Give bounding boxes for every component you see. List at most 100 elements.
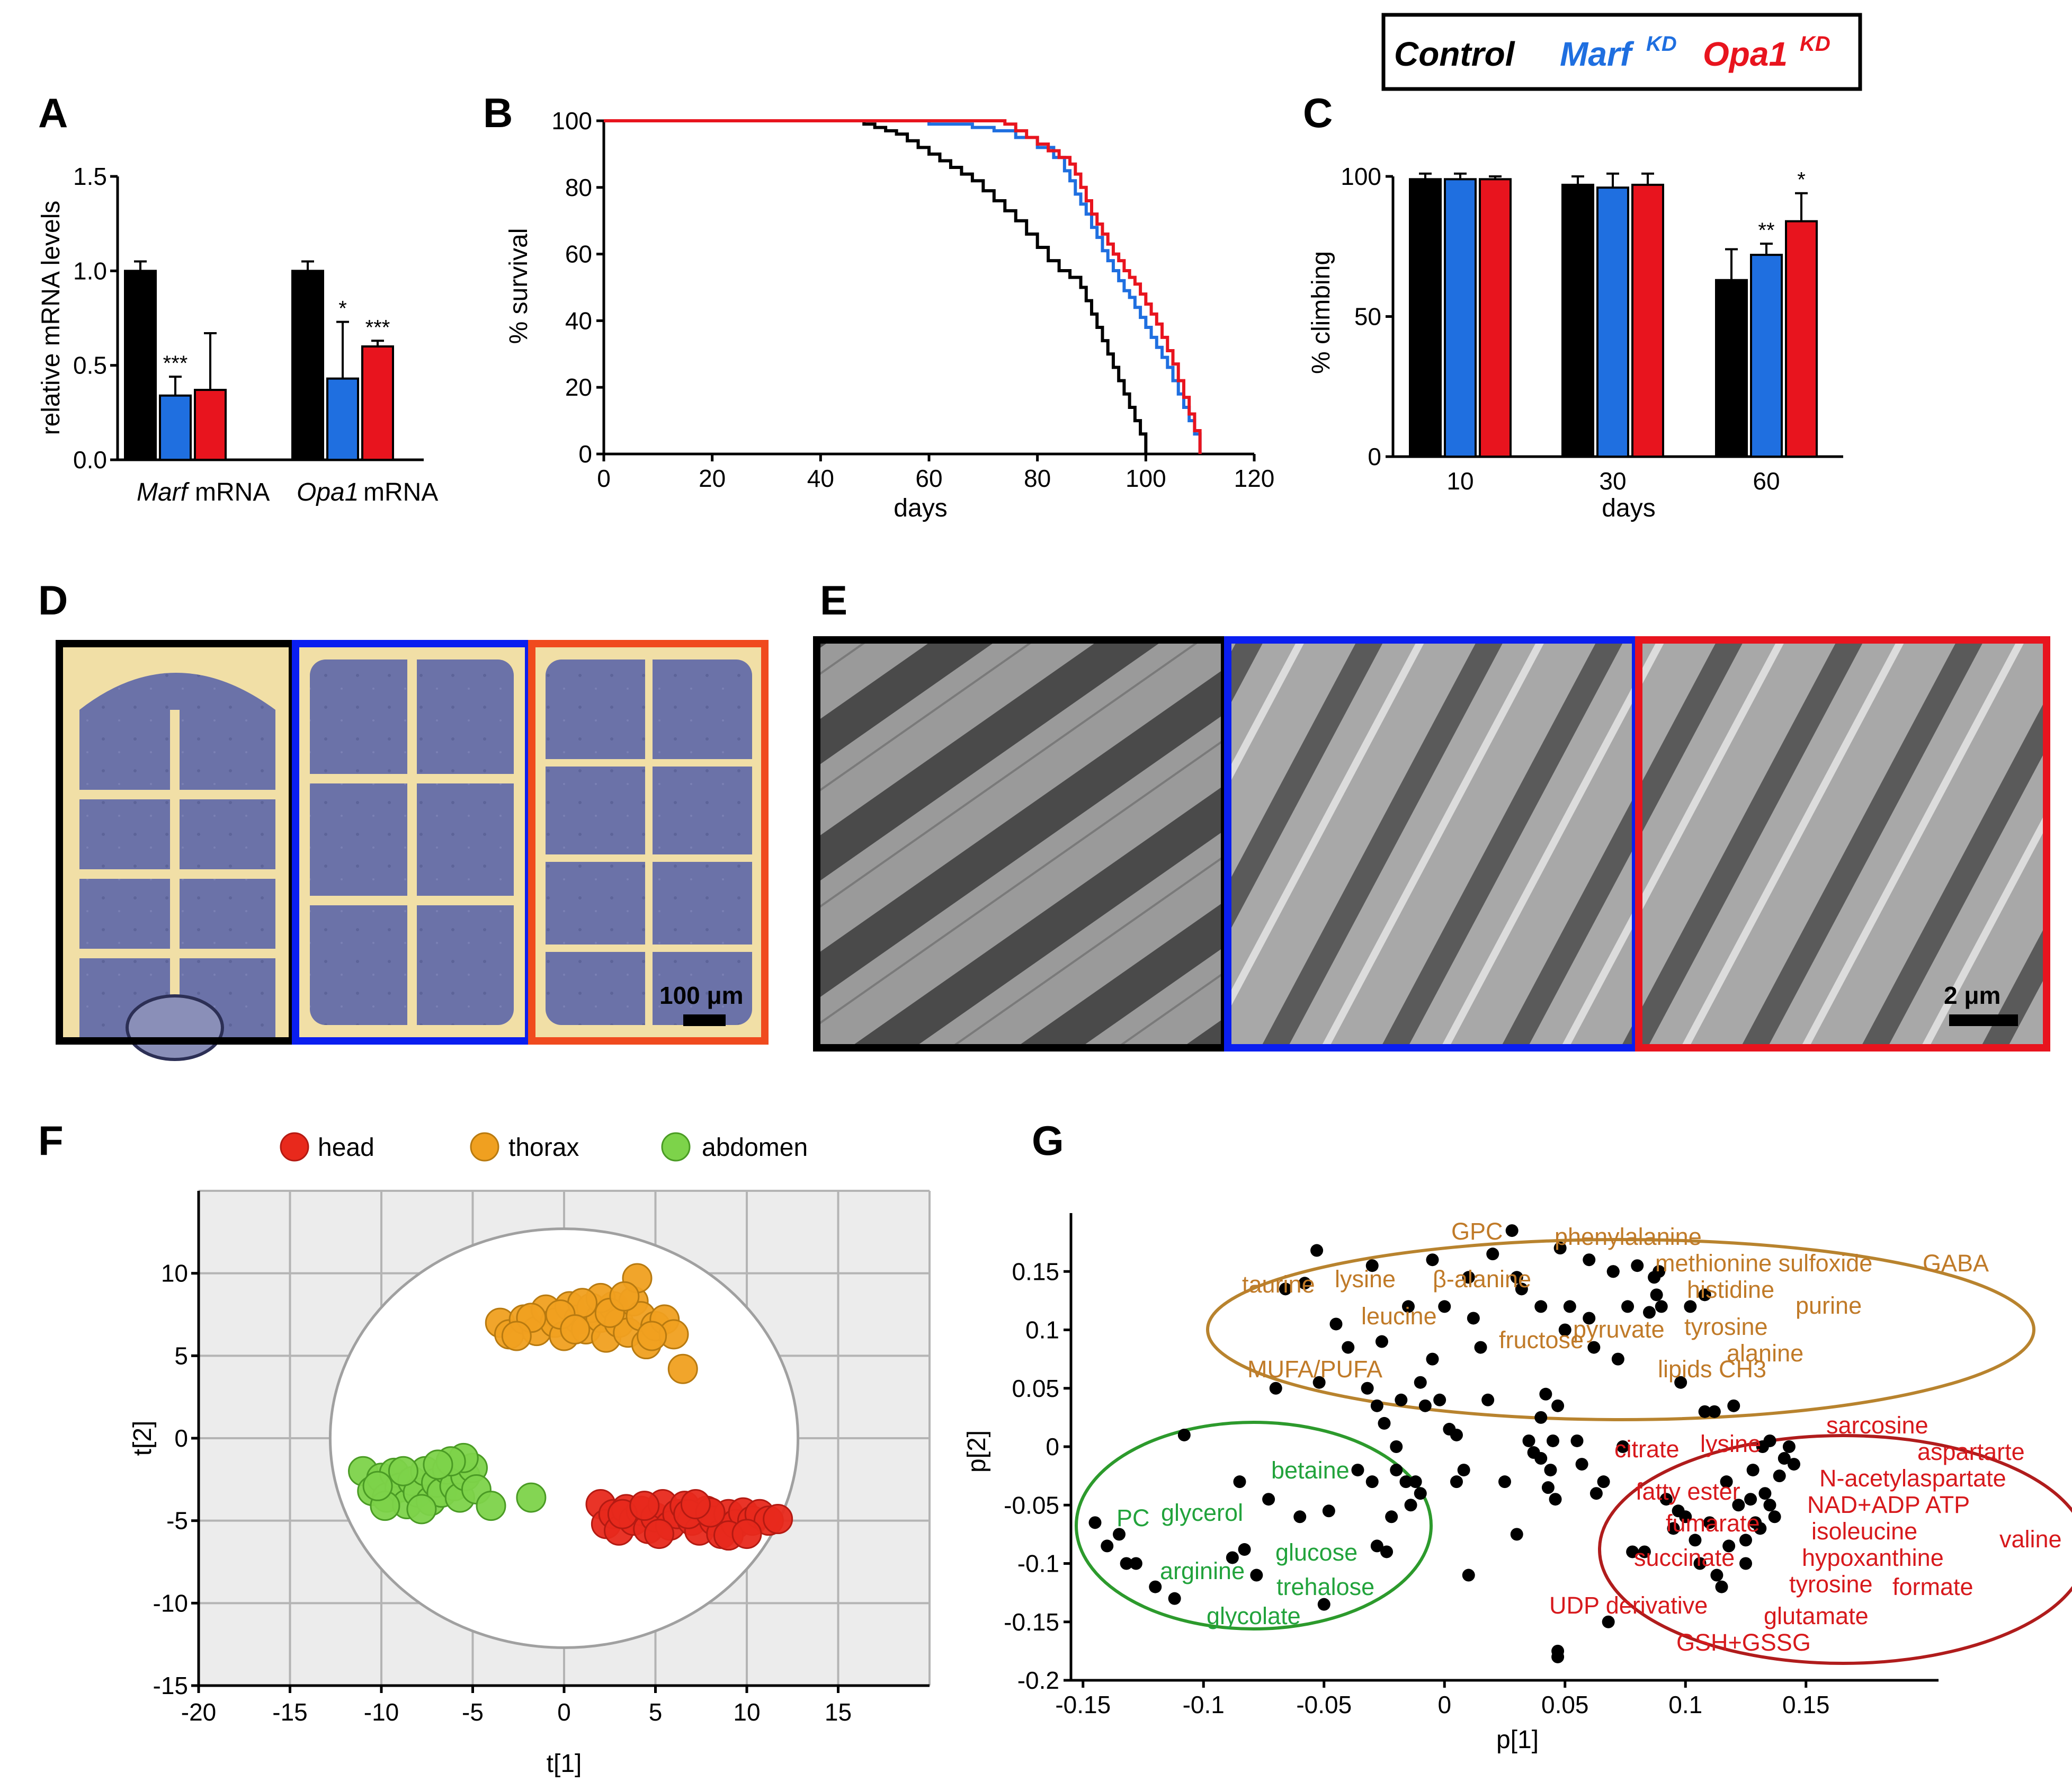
- panel-g-point: [1720, 1475, 1733, 1489]
- panel-g-point: [1262, 1493, 1275, 1506]
- panel-g-label-thorax: purine: [1796, 1292, 1862, 1319]
- panel-g-label-thorax: alanine: [1727, 1340, 1803, 1367]
- panel-g-label-head: aspartarte: [1917, 1438, 2025, 1465]
- panel-label-a: A: [38, 90, 68, 136]
- legend-thorax-marker: [470, 1132, 499, 1162]
- panel-a-ytick-label: 0.0: [73, 446, 107, 474]
- panel-g-point: [1773, 1469, 1786, 1483]
- legend-thorax-label: thorax: [508, 1134, 579, 1162]
- legend-opa1: Opa1: [1703, 35, 1788, 73]
- panel-g-point: [1269, 1382, 1282, 1395]
- panel-g-point: [1426, 1352, 1439, 1366]
- panel-g-label-head: UDP derivative: [1549, 1592, 1708, 1619]
- panel-f-ytick-label: -15: [153, 1672, 188, 1699]
- panel-e-micrographs: 2 μm: [813, 636, 2050, 1052]
- panel-f-point-head: [644, 1519, 674, 1549]
- panel-c-bar-marf: [1444, 178, 1477, 458]
- panel-g-point: [1549, 1493, 1562, 1506]
- panel-g-ytick-label: -0.2: [1017, 1667, 1059, 1694]
- panel-g-label-head: valine: [1999, 1526, 2062, 1553]
- panel-f-ylabel: t[2]: [129, 1421, 157, 1456]
- panel-f-ytick-label: -5: [166, 1507, 188, 1535]
- panel-g-point: [1370, 1399, 1383, 1412]
- panel-f-point-head: [763, 1504, 793, 1535]
- panel-g-point: [1317, 1598, 1330, 1611]
- panel-b-ytick-label: 80: [565, 174, 592, 201]
- panel-f-hotelling-ellipse: [328, 1227, 800, 1649]
- panel-c-xtick-label: 60: [1753, 467, 1780, 495]
- panel-g-point: [1342, 1341, 1355, 1354]
- panel-g-point: [1298, 1277, 1311, 1290]
- panel-g-point: [1653, 1265, 1666, 1278]
- panel-g-point: [1418, 1399, 1432, 1412]
- panel-f-point-thorax: [609, 1281, 640, 1312]
- panel-f-xtick-label: -10: [364, 1698, 399, 1726]
- panel-g-point: [1433, 1393, 1446, 1406]
- panel-f-ytick-label: 0: [174, 1424, 188, 1452]
- panel-g-point: [1621, 1300, 1635, 1313]
- panel-g-xtick-label: 0.1: [1668, 1691, 1702, 1718]
- panel-g-point: [1534, 1452, 1548, 1465]
- panel-g-point: [1684, 1300, 1697, 1313]
- panel-b-ytick-label: 40: [565, 307, 592, 334]
- panel-b-xtick-label: 80: [1024, 465, 1051, 492]
- legend-opa1-sup: KD: [1800, 32, 1830, 56]
- figure-legend: Control Marf KD Opa1 KD: [1381, 13, 1862, 91]
- panel-g-xtick-label: -0.1: [1183, 1691, 1225, 1718]
- micrograph-d-opa1: [528, 640, 769, 1045]
- panel-f-xtick-label: 0: [557, 1698, 571, 1726]
- micrograph-e-marf: [1224, 636, 1639, 1052]
- panel-f-point-thorax: [560, 1314, 591, 1345]
- panel-g-point: [1587, 1341, 1601, 1354]
- panel-g-point: [1739, 1557, 1752, 1570]
- panel-g-point: [1370, 1539, 1383, 1553]
- panel-g-point: [1390, 1464, 1403, 1477]
- legend-abdomen-marker: [661, 1132, 691, 1162]
- panel-g-ytick-label: -0.05: [1004, 1491, 1059, 1519]
- panel-g-point: [1710, 1569, 1723, 1582]
- panel-g-point: [1380, 1545, 1394, 1558]
- legend-marf: Marf: [1560, 35, 1635, 73]
- panel-g-label-thorax: MUFA/PUFA: [1247, 1356, 1382, 1383]
- panel-g-point: [1768, 1510, 1781, 1523]
- panel-a-ytick-label: 1.5: [73, 163, 107, 190]
- panel-b-ylabel: % survival: [505, 228, 533, 344]
- panel-g-point: [1238, 1543, 1251, 1556]
- panel-f-point-abdomen: [388, 1456, 418, 1486]
- panel-a-group-marf-rest: mRNA: [195, 478, 270, 506]
- panel-g-point: [1226, 1551, 1239, 1564]
- scalebar-d-label: 100 μm: [659, 982, 744, 1009]
- panel-g-point: [1597, 1475, 1610, 1489]
- panel-g-point: [1351, 1464, 1364, 1477]
- panel-f-point-thorax: [637, 1321, 667, 1351]
- legend-head-marker: [280, 1132, 309, 1162]
- panel-c-bar-opa1: [1785, 220, 1818, 458]
- panel-g-point: [1522, 1434, 1535, 1447]
- panel-g-point: [1715, 1580, 1728, 1593]
- legend-control: Control: [1394, 35, 1515, 73]
- panel-g-xtick-label: 0: [1437, 1691, 1451, 1718]
- panel-g-point: [1626, 1545, 1639, 1558]
- panel-g-point: [1732, 1499, 1745, 1512]
- panel-g-point: [1462, 1271, 1475, 1284]
- panel-g-xtick-label: -0.05: [1296, 1691, 1352, 1718]
- panel-c-bar-control: [1715, 279, 1748, 458]
- legend-abdomen-label: abdomen: [702, 1134, 808, 1162]
- micrograph-e-opa1: [1635, 636, 2050, 1052]
- panel-g-point: [1551, 1650, 1565, 1663]
- panel-c-ytick-label: 0: [1368, 443, 1381, 470]
- panel-f-point-head: [731, 1519, 762, 1549]
- panel-g-label-thorax: lipids CH3: [1658, 1356, 1766, 1383]
- panel-g-point: [1611, 1352, 1624, 1366]
- panel-g-point: [1462, 1569, 1475, 1582]
- panel-a-ytick-label: 1.0: [73, 257, 107, 284]
- panel-b-xtick-label: 40: [807, 465, 834, 492]
- panel-g-ellipse-thorax: [1206, 1238, 2035, 1421]
- panel-c-bar-control: [1561, 183, 1594, 458]
- panel-g-label-head: lysine: [1700, 1430, 1761, 1457]
- panel-g-point: [1674, 1376, 1687, 1389]
- panel-g-point: [1113, 1528, 1126, 1541]
- panel-g-label-thorax: taurine: [1242, 1271, 1315, 1298]
